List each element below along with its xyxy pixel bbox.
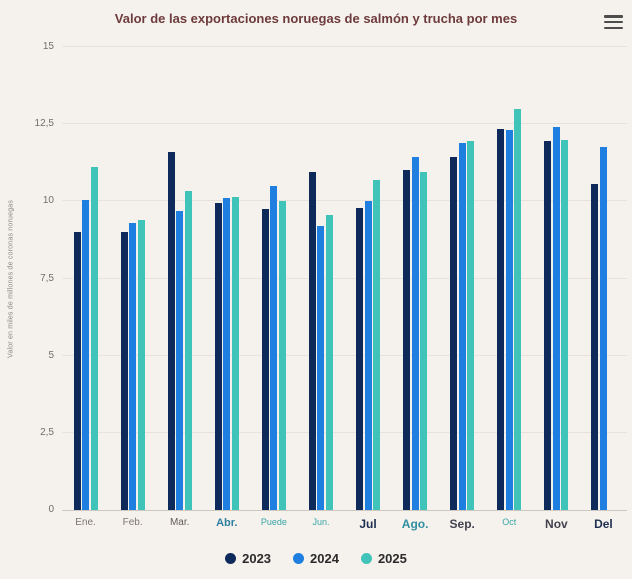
legend-item-2025[interactable]: 2025	[360, 551, 407, 566]
bar-2025-sep[interactable]	[467, 141, 475, 510]
legend: 2023 2024 2025	[0, 551, 632, 566]
y-axis-tick-label: 12,5	[34, 118, 54, 130]
x-axis-label-ene: Ene.	[75, 517, 96, 528]
bar-group-mar	[156, 47, 203, 510]
bar-2025-nov[interactable]	[561, 139, 569, 510]
y-axis-tick-label: 0	[48, 504, 54, 515]
x-axis-label-mar: Mar.	[169, 517, 190, 528]
bar-group-abr	[203, 47, 250, 510]
legend-label: 2025	[377, 551, 407, 566]
bar-2023-del[interactable]	[591, 184, 599, 510]
bar-2024-sep[interactable]	[458, 142, 466, 510]
bar-2024-abr[interactable]	[223, 198, 231, 510]
legend-marker-icon	[360, 553, 372, 564]
bar-2023-mar[interactable]	[167, 151, 175, 510]
gridline	[62, 46, 627, 47]
gridline	[62, 431, 627, 433]
bar-group-jul	[344, 47, 391, 510]
legend-label: 2023	[242, 551, 272, 566]
chart-title: Valor de las exportaciones noruegas de s…	[114, 11, 518, 26]
x-axis-label-sep: Sep.	[449, 517, 475, 531]
y-axis-tick-label: 7,5	[40, 272, 54, 284]
bar-2025-jul[interactable]	[373, 179, 380, 510]
y-axis-tick-label: 15	[42, 41, 54, 52]
bar-2025-ene[interactable]	[90, 167, 98, 510]
bar-2025-oct[interactable]	[514, 108, 522, 510]
bar-2024-nov[interactable]	[552, 127, 560, 510]
legend-item-2023[interactable]: 2023	[225, 551, 271, 566]
legend-label: 2024	[310, 551, 339, 566]
bar-2025-feb[interactable]	[137, 219, 145, 510]
bar-2023-jun[interactable]	[308, 172, 316, 510]
x-axis-label-oct: Oct	[502, 517, 517, 527]
bar-group-puede	[250, 47, 297, 510]
gridline	[62, 277, 627, 279]
gridline	[62, 200, 627, 202]
x-axis-label-nov: Nov	[545, 517, 568, 531]
bar-2023-oct[interactable]	[497, 128, 505, 510]
bar-group-ago	[392, 47, 439, 510]
hamburger-line	[604, 15, 623, 18]
bar-2025-mar[interactable]	[184, 190, 192, 510]
x-axis-label-abr: Abr.	[216, 517, 238, 529]
bar-2023-sep[interactable]	[450, 156, 458, 510]
x-axis-label-jul: Jul	[359, 517, 377, 531]
bar-2024-ene[interactable]	[82, 199, 90, 510]
bar-group-oct	[486, 47, 533, 510]
hamburger-line	[604, 26, 623, 29]
bar-2025-abr[interactable]	[231, 196, 239, 510]
bar-2023-puede[interactable]	[261, 209, 269, 510]
y-axis-tick-label: 2,5	[40, 426, 54, 438]
bar-2023-abr[interactable]	[214, 202, 222, 510]
bar-2024-feb[interactable]	[129, 222, 137, 510]
y-axis-tick-label: 5	[48, 349, 54, 361]
x-axis-label-feb: Feb.	[122, 517, 143, 528]
bar-group-feb	[109, 47, 156, 510]
bar-2023-jul[interactable]	[356, 207, 363, 510]
plot-area	[62, 46, 627, 511]
bar-group-jun	[297, 47, 344, 510]
legend-item-2024[interactable]: 2024	[293, 551, 339, 566]
bar-2023-feb[interactable]	[120, 232, 128, 510]
bar-2023-ene[interactable]	[73, 232, 81, 510]
bar-2025-ago[interactable]	[420, 172, 428, 510]
gridline	[62, 123, 627, 125]
gridline	[62, 354, 627, 356]
bar-group-nov	[533, 47, 580, 510]
bar-2023-nov[interactable]	[544, 141, 552, 510]
bar-2024-puede[interactable]	[270, 185, 278, 510]
bar-2024-mar[interactable]	[176, 210, 184, 510]
bar-groups	[62, 47, 627, 510]
bar-2024-jun[interactable]	[317, 226, 325, 510]
y-axis-tick-label: 10	[42, 195, 54, 207]
bar-2024-oct[interactable]	[505, 130, 513, 510]
bar-group-ene	[62, 47, 109, 510]
bar-group-del	[580, 47, 627, 510]
x-axis-label-puede: Puede	[260, 517, 287, 527]
bar-2025-puede[interactable]	[278, 201, 286, 510]
hamburger-menu-icon[interactable]	[604, 15, 623, 29]
bar-2024-ago[interactable]	[411, 156, 419, 510]
x-axis-label-del: Del	[594, 517, 613, 531]
bar-group-sep	[439, 47, 486, 510]
legend-marker-icon	[225, 553, 237, 564]
bar-2024-jul[interactable]	[364, 201, 372, 510]
bar-2025-jun[interactable]	[325, 215, 333, 510]
x-axis-label-ago: Ago.	[401, 517, 429, 531]
bar-2023-ago[interactable]	[403, 170, 411, 510]
bar-2024-del[interactable]	[599, 147, 607, 510]
legend-marker-icon	[293, 553, 305, 564]
hamburger-line	[604, 20, 623, 24]
x-axis-label-jun: Jun.	[312, 517, 330, 527]
